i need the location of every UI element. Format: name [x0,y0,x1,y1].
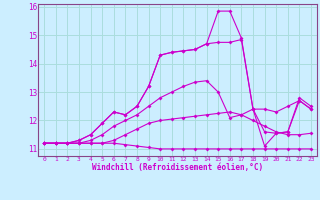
X-axis label: Windchill (Refroidissement éolien,°C): Windchill (Refroidissement éolien,°C) [92,163,263,172]
